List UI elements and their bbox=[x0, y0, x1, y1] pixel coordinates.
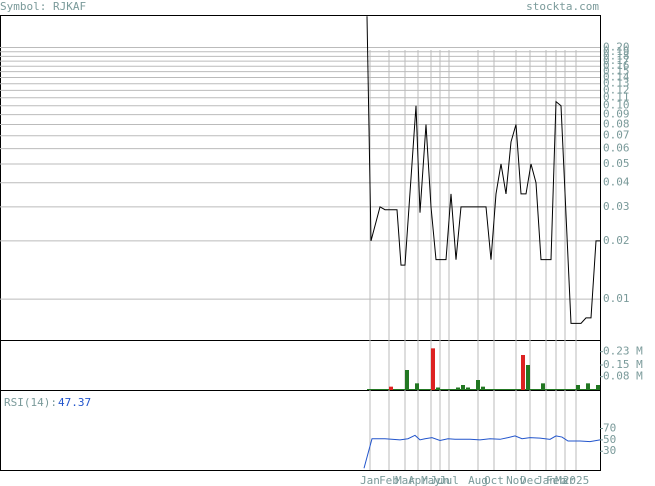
volume-bar bbox=[541, 383, 545, 390]
y-tick-label: 0.07 bbox=[603, 129, 630, 142]
symbol-label: Symbol: RJKAF bbox=[0, 0, 86, 13]
volume-bar bbox=[466, 387, 470, 390]
volume-bar bbox=[476, 380, 480, 390]
volume-bar bbox=[431, 348, 435, 390]
y-tick-label: 0.13 bbox=[603, 77, 630, 90]
y-tick-label: 0.08 M bbox=[603, 370, 643, 383]
x-tick-label: Aug bbox=[468, 474, 488, 486]
x-tick-label: Dec bbox=[520, 474, 540, 486]
x-tick-label: Feb bbox=[379, 474, 399, 486]
site-label: stockta.com bbox=[526, 0, 599, 13]
volume-bar bbox=[586, 383, 590, 390]
x-tick-label: Jan bbox=[536, 474, 556, 486]
x-tick-label: Jul bbox=[439, 474, 459, 486]
x-tick-label: Jan bbox=[360, 474, 380, 486]
volume-bar bbox=[481, 386, 485, 390]
x-tick-label: Jun bbox=[430, 474, 450, 486]
volume-bar bbox=[576, 385, 580, 390]
y-tick-label: 0.02 bbox=[603, 234, 630, 247]
y-tick-label: 0.23 M bbox=[603, 345, 643, 358]
x-tick-label: 2025 bbox=[563, 474, 590, 486]
x-tick-label: Mar bbox=[395, 474, 415, 486]
y-tick-label: 0.03 bbox=[603, 200, 630, 213]
x-tick-label: Nov bbox=[506, 474, 526, 486]
x-tick-label: Mar bbox=[555, 474, 575, 486]
volume-bar bbox=[526, 365, 530, 390]
y-tick-label: 0.10 bbox=[603, 99, 630, 112]
x-tick-label: Apr bbox=[408, 474, 428, 486]
y-tick-label: 0.19 bbox=[603, 45, 630, 58]
y-tick-label: 0.18 bbox=[603, 49, 630, 62]
y-tick-label: 50 bbox=[603, 433, 616, 446]
y-tick-label: 0.06 bbox=[603, 142, 630, 155]
volume-bar bbox=[436, 387, 440, 390]
y-tick-label: 0.16 bbox=[603, 59, 630, 72]
y-tick-label: 0.12 bbox=[603, 83, 630, 96]
x-tick-label: May bbox=[421, 474, 441, 486]
volume-bar bbox=[596, 385, 600, 390]
price-line bbox=[363, 434, 601, 469]
y-tick-label: 0.15 bbox=[603, 65, 630, 78]
frame bbox=[0, 15, 601, 471]
volume-bar bbox=[461, 385, 465, 390]
y-tick-label: 0.15 M bbox=[603, 358, 643, 371]
y-tick-label: 0.08 bbox=[603, 117, 630, 130]
y-tick-label: 0.05 bbox=[603, 157, 630, 170]
volume-bar bbox=[415, 383, 419, 390]
y-tick-label: 0.11 bbox=[603, 91, 630, 104]
y-tick-label: 0.17 bbox=[603, 54, 630, 67]
x-tick-label: Oct bbox=[484, 474, 504, 486]
rsi-value: 47.37 bbox=[58, 396, 91, 409]
y-tick-label: 0.01 bbox=[603, 292, 630, 305]
x-tick-label: Feb bbox=[546, 474, 566, 486]
y-tick-label: 0.04 bbox=[603, 176, 630, 189]
y-tick-label: 30 bbox=[603, 444, 616, 457]
volume-bar bbox=[389, 386, 393, 390]
y-tick-label: 0.09 bbox=[603, 108, 630, 121]
y-tick-label: 0.14 bbox=[603, 70, 630, 83]
y-tick-label: 0.20 bbox=[603, 41, 630, 54]
volume-bar bbox=[521, 355, 525, 390]
volume-bar bbox=[405, 370, 409, 390]
price-line bbox=[366, 16, 600, 324]
y-tick-label: 70 bbox=[603, 422, 616, 435]
volume-bar bbox=[456, 387, 460, 390]
rsi-label: RSI(14): bbox=[4, 396, 57, 409]
